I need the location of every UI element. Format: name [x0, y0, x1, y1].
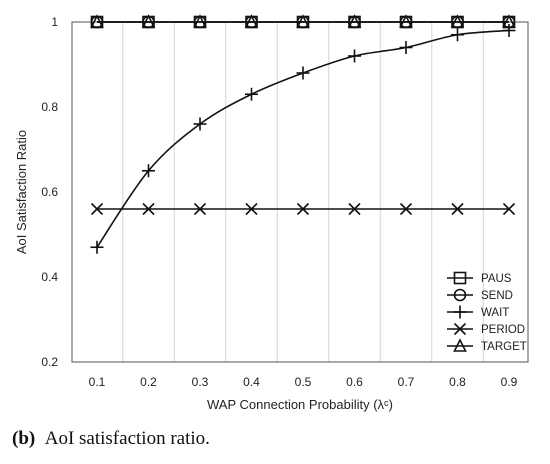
- x-tick-label: 0.8: [449, 375, 466, 389]
- legend-item-target: TARGET: [447, 338, 527, 353]
- series-layer: [90, 14, 516, 254]
- x-tick-label: 0.2: [140, 375, 157, 389]
- data-point-period: [348, 202, 361, 216]
- chart: 0.20.40.60.81 0.1 0.2 0.3 0.4 0.5 0.6 0.7 0.8 0.…: [14, 14, 529, 412]
- x-axis-label: WAP Connection Probability (λᶜ): [207, 397, 393, 412]
- cross-b: [90, 202, 104, 216]
- legend-item-paus: PAUS: [447, 271, 512, 285]
- data-point-target: [347, 14, 362, 28]
- series-wait: [90, 24, 516, 254]
- x-axis-ticks: 0.1 0.2 0.3 0.4 0.5 0.6 0.7 0.8 0.9: [89, 375, 518, 389]
- legend-marker-send: [453, 288, 467, 302]
- x-tick-label: 0.7: [398, 375, 415, 389]
- data-point-wait: [348, 49, 361, 63]
- cross-b: [451, 202, 464, 216]
- data-point-target: [90, 14, 104, 28]
- data-point-target: [141, 14, 156, 28]
- data-point-target: [244, 14, 259, 28]
- x-tick-label: 0.5: [295, 375, 312, 389]
- legend: PAUS SEND WAIT PERIOD TARGET: [447, 271, 527, 353]
- cross-b: [142, 202, 155, 216]
- legend-marker-wait: [453, 305, 467, 319]
- data-point-period: [142, 202, 155, 216]
- legend-item-period: PERIOD: [447, 322, 525, 336]
- data-point-wait: [451, 28, 464, 42]
- legend-label-target: TARGET: [481, 341, 527, 353]
- y-axis-label: AoI Satisfaction Ratio: [14, 130, 29, 254]
- data-point-period: [296, 202, 310, 216]
- cross-b: [399, 202, 413, 216]
- x-tick-label: 0.9: [501, 375, 518, 389]
- figure-caption: (b) AoI satisfaction ratio.: [12, 428, 210, 450]
- caption-label: (b): [12, 428, 36, 449]
- data-point-wait: [399, 41, 413, 54]
- cross-b: [296, 202, 310, 216]
- y-tick-label: 0.6: [41, 185, 58, 199]
- data-point-target: [193, 14, 207, 28]
- legend-label-paus: PAUS: [481, 273, 512, 285]
- data-point-period: [245, 202, 258, 216]
- data-point-period: [90, 202, 104, 216]
- data-point-wait: [142, 164, 155, 178]
- legend-marker-target: [453, 338, 467, 352]
- legend-item-send: SEND: [447, 288, 513, 302]
- cross-b: [502, 202, 516, 216]
- data-point-period: [502, 202, 516, 216]
- y-tick-label: 0.8: [41, 100, 58, 114]
- x-tick-label: 0.6: [346, 375, 363, 389]
- cross-b: [193, 202, 207, 216]
- x-tick-label: 0.3: [192, 375, 209, 389]
- y-tick-label: 1: [51, 15, 58, 29]
- cross-b: [245, 202, 258, 216]
- series-line-wait: [96, 29, 510, 248]
- data-point-period: [451, 202, 464, 216]
- legend-item-wait: WAIT: [447, 305, 509, 319]
- legend-label-wait: WAIT: [481, 307, 509, 319]
- cross-b: [348, 202, 361, 216]
- data-point-period: [399, 202, 413, 216]
- caption-text: AoI satisfaction ratio.: [44, 428, 210, 449]
- data-point-wait: [502, 24, 516, 37]
- data-point-wait: [193, 117, 207, 131]
- data-point-wait: [90, 240, 104, 254]
- data-point-target: [296, 14, 310, 28]
- series-target: [90, 14, 516, 28]
- series-period: [90, 202, 516, 216]
- legend-marker-period: [453, 322, 467, 336]
- data-point-period: [193, 202, 207, 216]
- legend-label-period: PERIOD: [481, 324, 525, 336]
- data-point-target: [399, 14, 413, 28]
- y-axis-ticks: 0.2 0.4 0.6 0.8 1: [41, 15, 58, 369]
- data-point-target: [502, 14, 516, 28]
- x-tick-label: 0.4: [243, 375, 260, 389]
- y-tick-label: 0.4: [41, 270, 58, 284]
- y-tick-label: 0.2: [41, 355, 58, 369]
- grid: [122, 22, 484, 362]
- x-tick-label: 0.1: [89, 375, 106, 389]
- data-point-target: [450, 14, 465, 28]
- cross-b: [453, 322, 467, 336]
- data-point-wait: [296, 66, 310, 80]
- data-point-wait: [245, 87, 258, 101]
- legend-label-send: SEND: [481, 290, 513, 302]
- legend-marker-paus: [453, 271, 467, 285]
